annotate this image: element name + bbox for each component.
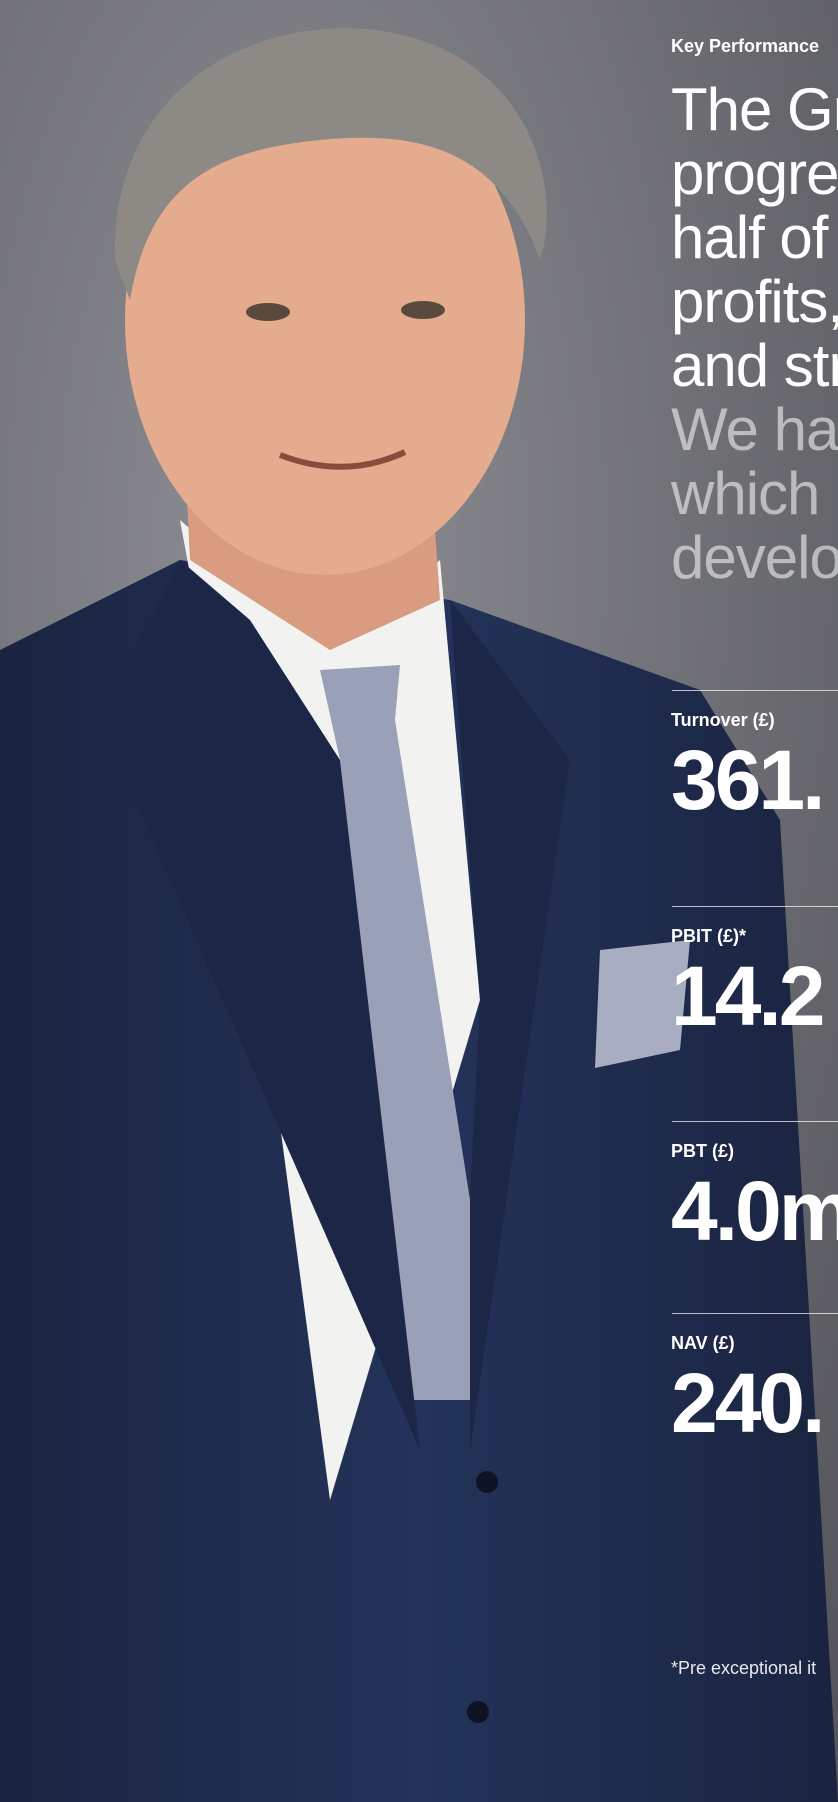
divider — [672, 690, 838, 691]
statement-line: and str — [671, 334, 838, 398]
statement-line: The Gr — [671, 78, 838, 142]
kpi-value: 361. — [671, 738, 823, 822]
divider — [672, 1121, 838, 1122]
kpi-value: 240. — [671, 1361, 823, 1445]
statement-line: progre — [671, 142, 838, 206]
kpi-label: Turnover (£) — [671, 710, 775, 731]
kpi-label: PBT (£) — [671, 1141, 734, 1162]
kpi-value: 14.2 — [671, 954, 823, 1038]
kicker: Key Performance — [671, 36, 819, 57]
statement-line: which — [671, 462, 819, 526]
kpi-label: NAV (£) — [671, 1333, 735, 1354]
statement-line: develo — [671, 526, 838, 590]
statement-line: profits, — [671, 270, 838, 334]
divider — [672, 906, 838, 907]
footnote: *Pre exceptional it — [671, 1658, 816, 1679]
statement-line: half of — [671, 206, 827, 270]
page: {"header": {"kicker": "Key Performance"}… — [0, 0, 838, 1802]
statement-line: We ha — [671, 398, 838, 462]
kpi-value: 4.0m — [671, 1169, 838, 1253]
divider — [672, 1313, 838, 1314]
kpi-label: PBIT (£)* — [671, 926, 746, 947]
